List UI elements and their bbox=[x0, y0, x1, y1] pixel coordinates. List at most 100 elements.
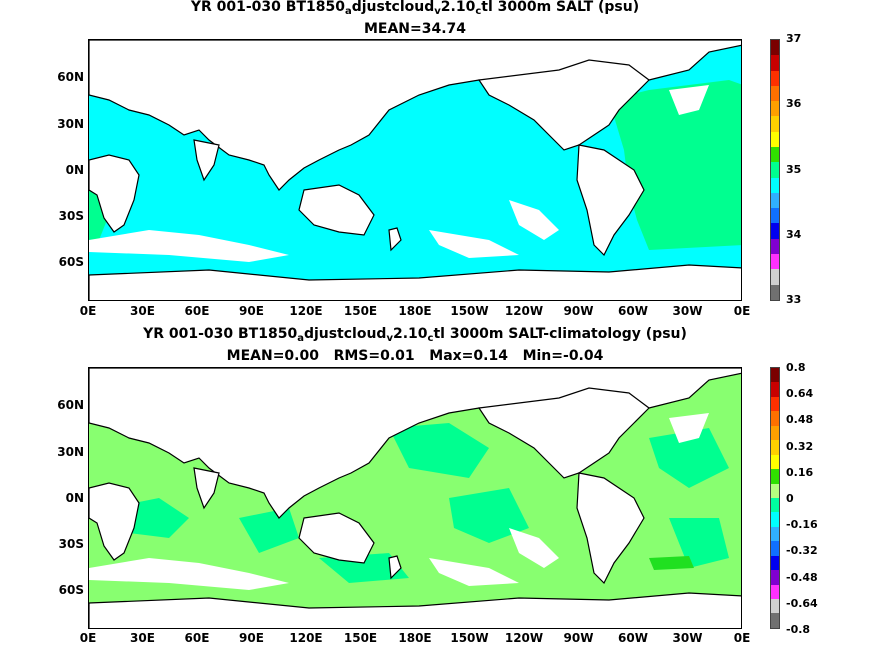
panel1-lon-label: 120W bbox=[504, 304, 544, 318]
panel1-lon-label: 150W bbox=[450, 304, 489, 318]
panel2-alt-6 bbox=[669, 518, 729, 568]
panel1-lat-30n: 30N bbox=[57, 117, 84, 131]
panel1-map-svg bbox=[89, 40, 741, 300]
panel1-title-sub1: a bbox=[344, 6, 352, 17]
panel1-colorbar bbox=[770, 39, 780, 301]
panel1-colorbar-swatch bbox=[771, 177, 779, 193]
panel2-colorbar-label: 0.8 bbox=[786, 361, 806, 374]
panel2-lat-30s: 30S bbox=[58, 537, 84, 551]
panel1-new-zealand bbox=[388, 227, 402, 252]
panel1-colorbar-swatch bbox=[771, 146, 779, 163]
panel1-north-america bbox=[477, 59, 650, 151]
panel2-alt-5 bbox=[649, 428, 729, 488]
panel1-atlantic-high bbox=[609, 80, 741, 250]
panel1-gap-1 bbox=[89, 230, 289, 262]
panel2-colorbar-swatch bbox=[771, 570, 779, 585]
panel1-gap-4 bbox=[669, 85, 709, 115]
panel1-title-suffix: tl 3000m SALT (psu) bbox=[481, 0, 640, 15]
panel1-colorbar-swatch bbox=[771, 101, 779, 117]
panel1-colorbar-swatch bbox=[771, 253, 779, 270]
panel2-australia bbox=[298, 512, 375, 564]
panel2-map bbox=[88, 367, 742, 629]
panel1-lon-label: 0E bbox=[79, 304, 97, 318]
panel1-lon-label: 0E bbox=[733, 304, 751, 318]
panel2-peak bbox=[649, 556, 694, 570]
panel2-lon-label: 0E bbox=[79, 631, 97, 645]
panel1-colorbar-swatch bbox=[771, 162, 779, 178]
panel1-colorbar-swatch bbox=[771, 55, 779, 71]
panel1-cb-37: 37 bbox=[786, 32, 802, 45]
panel2-colorbar-swatch bbox=[771, 512, 779, 527]
panel2-lon-label: 120W bbox=[504, 631, 544, 645]
panel1-title-sub2: v bbox=[434, 6, 441, 17]
panel1-title-sub3: c bbox=[475, 6, 482, 17]
panel2-lon-label: 150E bbox=[343, 631, 378, 645]
panel1-lon-label: 30W bbox=[672, 304, 703, 318]
panel2-gap-3 bbox=[429, 558, 519, 586]
panel1-colorbar-swatch bbox=[771, 131, 779, 147]
panel1-stats: MEAN=34.74 bbox=[363, 21, 467, 37]
panel1-colorbar-swatch bbox=[771, 284, 779, 300]
panel2-colorbar-swatch bbox=[771, 440, 779, 455]
panel2-new-zealand bbox=[388, 555, 402, 580]
panel1-colorbar-swatch bbox=[771, 192, 779, 209]
panel1-colorbar-swatch bbox=[771, 208, 779, 224]
panel1-australia bbox=[298, 184, 375, 236]
panel2-gap-1 bbox=[89, 558, 289, 590]
panel1-lat-30s: 30S bbox=[58, 209, 84, 223]
panel2-lon-label: 60E bbox=[184, 631, 210, 645]
panel2-colorbar-label: -0.64 bbox=[786, 596, 818, 610]
panel1-lon-label: 60W bbox=[618, 304, 648, 318]
panel1-title-mid2: 2.10 bbox=[440, 0, 476, 15]
panel2-lon-label: 0E bbox=[733, 631, 751, 645]
panel2-title-sub1: a bbox=[297, 333, 304, 344]
panel2-colorbar-swatch bbox=[771, 483, 779, 498]
panel1-colorbar-swatch bbox=[771, 269, 779, 285]
panel2-colorbar bbox=[770, 367, 780, 629]
panel2-alt-3 bbox=[389, 423, 489, 478]
panel1-antarctica bbox=[89, 264, 741, 300]
panel1-cb-34: 34 bbox=[786, 228, 802, 241]
panel2-lon-label: 150W bbox=[450, 631, 489, 645]
panel1-lon-label: 60E bbox=[184, 304, 210, 318]
panel2-title-mid1: djustcloud bbox=[303, 326, 387, 342]
panel2-lon-label: 180E bbox=[398, 631, 432, 645]
panel2-title-mid2: 2.10 bbox=[393, 326, 428, 342]
panel1-colorbar-swatch bbox=[771, 85, 779, 102]
panel2-colorbar-label: -0.16 bbox=[786, 518, 818, 532]
panel2-title-sub3: c bbox=[427, 333, 434, 344]
panel1-india bbox=[193, 139, 220, 182]
panel2-colorbar-swatch bbox=[771, 584, 779, 599]
panel2-antarctica bbox=[89, 592, 741, 628]
panel1-cb-35: 35 bbox=[786, 163, 802, 176]
panel1-colorbar-swatch bbox=[771, 116, 779, 132]
panel2-lon-label: 60W bbox=[618, 631, 648, 645]
panel2-lat-0n: 0N bbox=[65, 491, 84, 505]
panel2-colorbar-swatch bbox=[771, 396, 779, 412]
panel1-map bbox=[88, 39, 742, 301]
panel2-colorbar-label: -0.32 bbox=[786, 544, 818, 558]
panel2-colorbar-swatch bbox=[771, 555, 779, 571]
panel1-cb-33: 33 bbox=[786, 293, 802, 306]
panel2-colorbar-label: -0.48 bbox=[786, 570, 818, 584]
panel2-title: YR 001-030 BT1850adjustcloudv2.10ctl 300… bbox=[0, 325, 830, 348]
panel2-colorbar-label: 0.64 bbox=[786, 387, 814, 401]
panel2-lon-label: 30W bbox=[672, 631, 703, 645]
panel1-lon-label: 120E bbox=[289, 304, 323, 318]
panel2-colorbar-swatch bbox=[771, 599, 779, 614]
panel2-colorbar-label: 0.48 bbox=[786, 413, 814, 427]
panel2-lat-60n: 60N bbox=[57, 398, 84, 412]
panel2-title-sub2: v bbox=[386, 333, 393, 344]
panel1-lon-label: 90W bbox=[563, 304, 594, 318]
panel1-lat-60n: 60N bbox=[57, 70, 84, 84]
panel2-colorbar-swatch bbox=[771, 382, 779, 397]
panel2-colorbar-swatch bbox=[771, 425, 779, 441]
panel2-north-america bbox=[477, 387, 650, 479]
panel2-title-prefix: YR 001-030 BT1850 bbox=[143, 326, 298, 342]
panel1-gap-3 bbox=[429, 230, 519, 258]
panel1-title-mid1: djustcloud bbox=[351, 0, 435, 15]
panel1-cb-36: 36 bbox=[786, 97, 802, 110]
panel2-colorbar-swatch bbox=[771, 497, 779, 513]
panel1-lat-0n: 0N bbox=[65, 163, 84, 177]
panel2-colorbar-swatch bbox=[771, 469, 779, 484]
